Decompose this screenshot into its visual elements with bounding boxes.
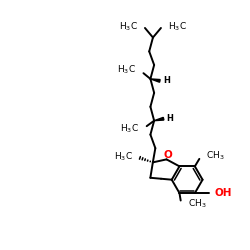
- Text: H$_3$C: H$_3$C: [116, 64, 136, 76]
- Text: H: H: [166, 114, 173, 123]
- Polygon shape: [150, 79, 160, 82]
- Text: H: H: [163, 76, 170, 86]
- Text: H$_3$C: H$_3$C: [119, 21, 138, 33]
- Text: O: O: [164, 150, 172, 160]
- Text: OH: OH: [215, 188, 232, 198]
- Polygon shape: [154, 117, 164, 121]
- Text: H$_3$C: H$_3$C: [120, 122, 139, 135]
- Text: H$_3$C: H$_3$C: [114, 150, 133, 163]
- Text: CH$_3$: CH$_3$: [188, 198, 206, 210]
- Text: H$_3$C: H$_3$C: [168, 21, 187, 33]
- Text: CH$_3$: CH$_3$: [206, 149, 225, 162]
